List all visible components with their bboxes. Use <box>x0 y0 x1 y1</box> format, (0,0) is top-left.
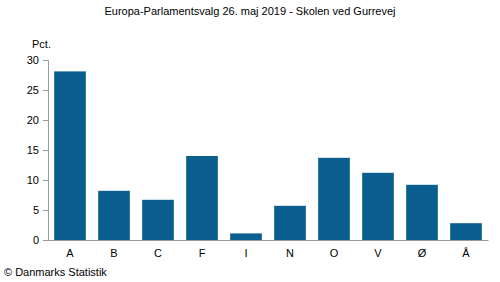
y-tick-mark <box>43 240 48 241</box>
x-tick-label: C <box>154 247 162 259</box>
x-tick-label: Å <box>462 247 470 259</box>
chart: Europa-Parlamentsvalg 26. maj 2019 - Sko… <box>0 0 500 282</box>
x-tick-label: F <box>199 247 206 259</box>
x-tick: Ø <box>418 240 427 259</box>
x-tick: A <box>66 240 74 259</box>
y-tick: 30 <box>27 54 48 66</box>
x-tick-label: O <box>330 247 339 259</box>
source: © Danmarks Statistik <box>4 266 107 278</box>
x-tick: O <box>330 240 339 259</box>
bar <box>406 185 438 240</box>
x-tick: V <box>374 240 382 259</box>
bar <box>318 158 350 240</box>
y-tick: 10 <box>27 174 48 186</box>
x-tick-label: N <box>286 247 294 259</box>
x-tick: Å <box>462 240 470 259</box>
y-tick-label: 20 <box>27 114 39 126</box>
y-axis: 0 5 10 15 20 25 30 <box>27 54 49 246</box>
bar <box>54 71 86 240</box>
y-tick: 5 <box>33 204 48 216</box>
x-tick: N <box>286 240 294 259</box>
y-tick-mark <box>43 180 48 181</box>
bars <box>54 71 482 240</box>
y-tick-label: 10 <box>27 174 39 186</box>
y-tick: 20 <box>27 114 48 126</box>
x-tick-label: I <box>244 247 247 259</box>
y-tick-label: 30 <box>27 54 39 66</box>
bar <box>274 206 306 240</box>
y-tick-label: 25 <box>27 84 39 96</box>
y-tick-mark <box>43 120 48 121</box>
title: Europa-Parlamentsvalg 26. maj 2019 - Sko… <box>104 5 395 17</box>
y-tick-mark <box>43 60 48 61</box>
x-tick: F <box>199 240 206 259</box>
x-axis-line <box>49 240 489 241</box>
bar <box>230 233 262 240</box>
bar <box>98 191 130 240</box>
bar <box>362 173 394 240</box>
x-tick-label: B <box>110 247 117 259</box>
y-tick-label: 15 <box>27 144 39 156</box>
bar <box>450 223 482 240</box>
y-tick-label: 0 <box>33 234 39 246</box>
bar <box>142 200 174 240</box>
y-axis-title: Pct. <box>32 38 51 50</box>
x-tick: I <box>244 240 247 259</box>
y-tick-label: 5 <box>33 204 39 216</box>
x-tick: B <box>110 240 117 259</box>
y-tick: 0 <box>33 234 48 246</box>
x-axis: ABCFINOVØÅ <box>49 240 489 259</box>
x-tick-label: Ø <box>418 247 427 259</box>
y-tick: 25 <box>27 84 48 96</box>
y-tick: 15 <box>27 144 48 156</box>
x-tick-label: V <box>374 247 382 259</box>
y-tick-mark <box>43 150 48 151</box>
y-axis-line <box>43 61 49 241</box>
y-tick-mark <box>43 90 48 91</box>
plot: 0 5 10 15 20 25 30 A B C F I N O V Ø Å <box>27 54 489 259</box>
x-tick: C <box>154 240 162 259</box>
y-tick-mark <box>43 210 48 211</box>
bar <box>186 156 218 240</box>
x-tick-label: A <box>66 247 74 259</box>
